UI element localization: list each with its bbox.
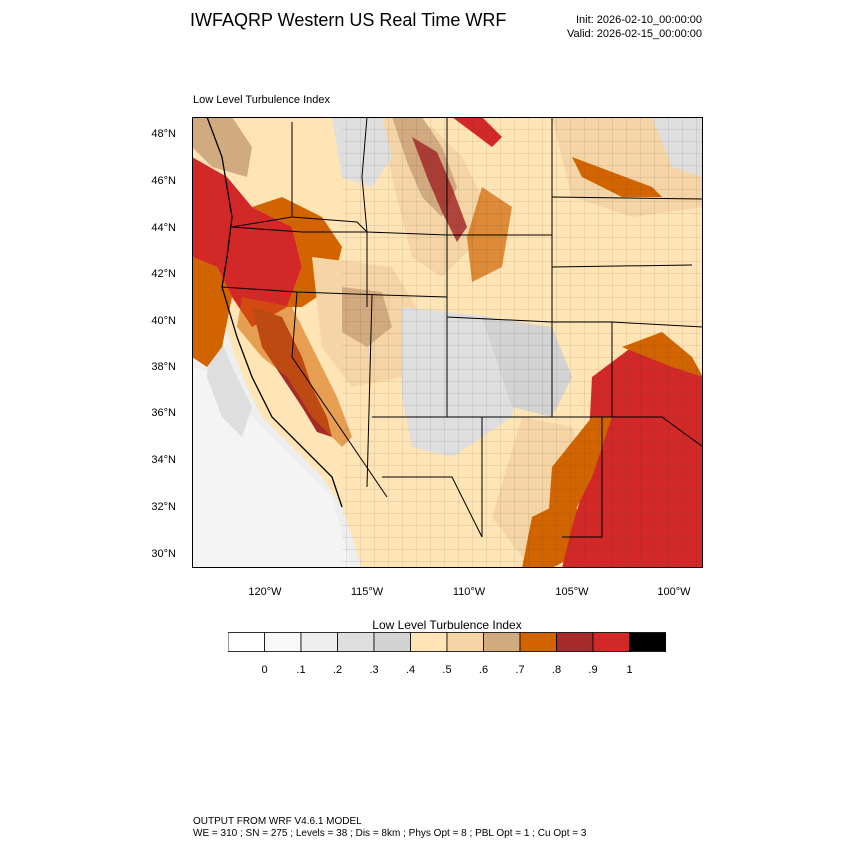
colorbar-swatch xyxy=(300,632,338,652)
footer-config: WE = 310 ; SN = 275 ; Levels = 38 ; Dis … xyxy=(193,828,587,839)
lat-label: 40°N xyxy=(151,315,176,327)
colorbar-swatch xyxy=(264,632,302,652)
valid-time: Valid: 2026-02-15_00:00:00 xyxy=(567,28,702,40)
lat-label: 42°N xyxy=(151,268,176,280)
lat-label: 36°N xyxy=(151,407,176,419)
colorbar-swatch xyxy=(519,632,557,652)
lat-label: 34°N xyxy=(151,454,176,466)
turbulence-map xyxy=(192,117,703,568)
colorbar-label: 1 xyxy=(626,664,633,676)
lat-label: 32°N xyxy=(151,501,176,513)
colorbar-label: .1 xyxy=(296,664,306,676)
coastline xyxy=(206,117,343,508)
colorbar-label: .4 xyxy=(405,664,416,676)
map-border xyxy=(192,117,703,568)
colorbar-swatch xyxy=(337,632,375,652)
map-panel xyxy=(192,117,703,568)
colorbar-swatch xyxy=(629,632,666,652)
colorbar-swatch xyxy=(373,632,411,652)
init-time: Init: 2026-02-10_00:00:00 xyxy=(576,14,702,26)
colorbar-label: .2 xyxy=(332,664,343,676)
colorbar-swatch xyxy=(228,632,265,652)
main-title: IWFAQRP Western US Real Time WRF xyxy=(190,10,507,30)
county-grid xyxy=(342,117,703,568)
colorbar-title: Low Level Turbulence Index xyxy=(372,618,522,632)
colorbar xyxy=(228,632,666,652)
lat-label: 44°N xyxy=(151,222,176,234)
lon-label: 120°W xyxy=(248,586,282,598)
colorbar-swatch xyxy=(556,632,594,652)
colorbar-label: 0 xyxy=(261,664,268,676)
lat-label: 46°N xyxy=(151,175,176,187)
colorbar-swatch xyxy=(592,632,630,652)
footer-model: OUTPUT FROM WRF V4.6.1 MODEL xyxy=(193,816,362,827)
colorbar-swatch xyxy=(483,632,521,652)
colorbar-label: .9 xyxy=(588,664,598,676)
pnw-red-zone xyxy=(192,157,302,327)
colorbar-label: .5 xyxy=(442,664,452,676)
colorbar-label: .8 xyxy=(551,664,562,676)
lon-label: 115°W xyxy=(350,586,384,598)
colorbar-label: .7 xyxy=(515,664,525,676)
lat-label: 48°N xyxy=(151,128,176,140)
sierra-orange xyxy=(237,297,352,447)
colorbar-swatch xyxy=(446,632,484,652)
lat-label: 30°N xyxy=(151,548,176,560)
lon-label: 110°W xyxy=(452,586,486,598)
colorbar-label: .3 xyxy=(369,664,379,676)
colorbar-swatch xyxy=(410,632,448,652)
lon-label: 100°W xyxy=(657,586,691,598)
state-boundaries xyxy=(221,117,703,538)
panel-label: Low Level Turbulence Index xyxy=(193,94,330,106)
pnw-tan xyxy=(192,117,252,177)
colorbar-label: .6 xyxy=(478,664,489,676)
lat-label: 38°N xyxy=(151,361,176,373)
lon-label: 105°W xyxy=(555,586,589,598)
